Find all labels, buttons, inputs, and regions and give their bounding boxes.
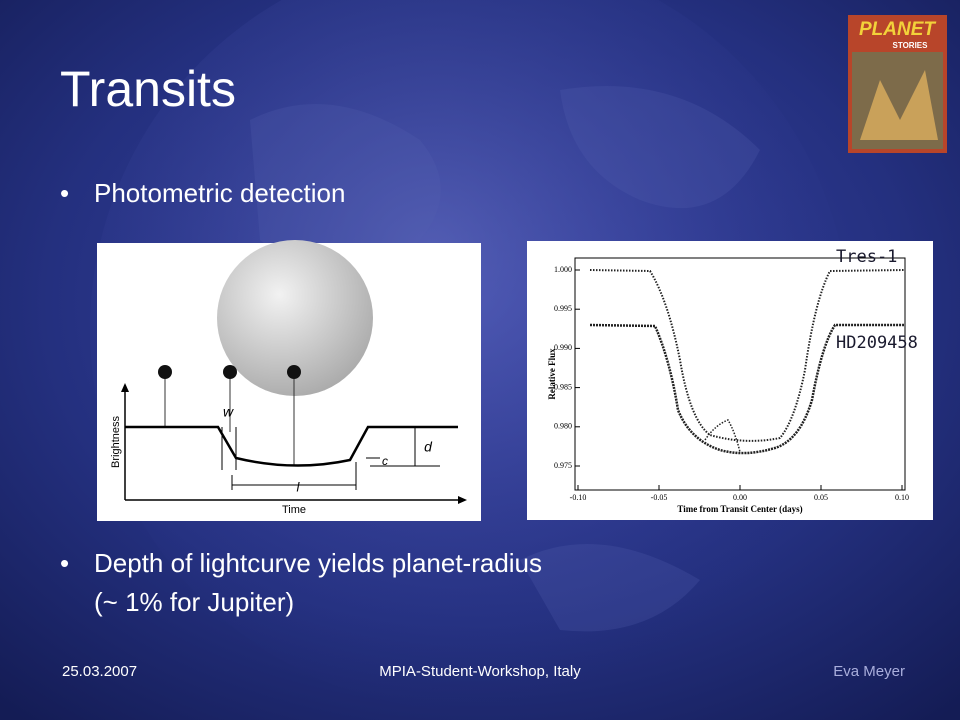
star (217, 240, 373, 396)
bullet-text: Depth of lightcurve yields planet-radius (94, 548, 542, 578)
planet-lines (164, 372, 295, 466)
label-d: d (424, 439, 433, 455)
y-tick-label: 0.995 (554, 304, 572, 313)
diagram-y-label: Brightness (110, 416, 122, 468)
transit-plot: Relative Flux Time from Transit Center (… (527, 241, 933, 520)
plot-bg (527, 241, 933, 520)
y-tick-label: 0.975 (554, 461, 572, 470)
continents (250, 86, 760, 632)
diagram-x-label: Time (282, 504, 306, 516)
footer-author: Eva Meyer (833, 663, 905, 680)
cover-subtitle: STORIES (893, 41, 929, 50)
bullet-text: (~ 1% for Jupiter) (94, 587, 294, 617)
bullet-dot: • (60, 548, 69, 578)
hd-curve (589, 323, 904, 455)
planet (223, 365, 237, 379)
series-label: Tres-1 (836, 247, 897, 267)
plot-y-label: Relative Flux (547, 348, 557, 400)
x-tick-label: 0.10 (895, 493, 909, 502)
footer-date: 25.03.2007 (62, 663, 137, 680)
footer-event: MPIA-Student-Workshop, Italy (379, 663, 581, 680)
x-tick-label: -0.05 (651, 493, 668, 502)
title: Transits (60, 61, 236, 117)
y-tick-label: 0.990 (554, 343, 572, 352)
annotations (221, 427, 440, 490)
series-label: HD209458 (836, 333, 918, 353)
bullet-dot: • (60, 178, 69, 208)
plot-x-label: Time from Transit Center (days) (677, 504, 802, 514)
arrow (458, 496, 467, 504)
arrow (121, 383, 129, 392)
label-c: c (382, 454, 388, 468)
tres1-curve (589, 269, 905, 442)
y-tick-label: 0.980 (554, 422, 572, 431)
planet (287, 365, 301, 379)
bullet-text: Photometric detection (94, 178, 345, 208)
label-l: l (297, 479, 301, 494)
label-w: w (223, 404, 234, 420)
y-tick-label: 0.985 (554, 382, 572, 391)
cover-title: PLANET (859, 19, 936, 40)
cover-figure (860, 70, 938, 140)
x-tick-label: 0.00 (733, 493, 747, 502)
feature (704, 419, 741, 453)
transit-diagram: w d c l Brightness Time (97, 240, 481, 521)
magazine-cover: PLANET STORIES (848, 15, 947, 153)
planet (158, 365, 172, 379)
y-tick-label: 1.000 (554, 265, 572, 274)
x-tick-label: -0.10 (570, 493, 587, 502)
x-tick-label: 0.05 (814, 493, 828, 502)
